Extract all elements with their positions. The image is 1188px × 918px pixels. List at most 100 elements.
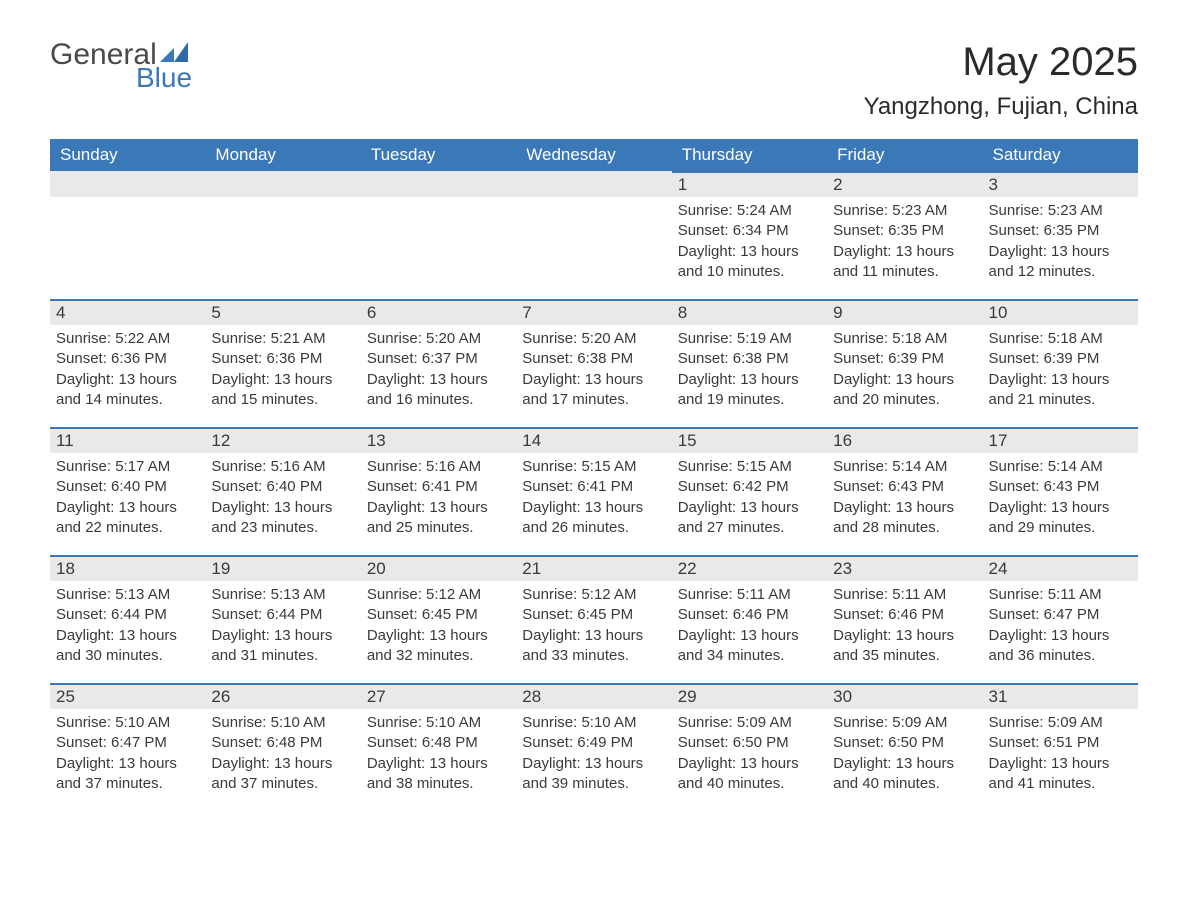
sunrise-line: Sunrise: 5:11 AM bbox=[678, 585, 823, 605]
sunset-line: Sunset: 6:36 PM bbox=[56, 349, 201, 369]
day-number: 18 bbox=[50, 555, 205, 581]
sunrise-line: Sunrise: 5:12 AM bbox=[522, 585, 667, 605]
day-cell: 2Sunrise: 5:23 AMSunset: 6:35 PMDaylight… bbox=[827, 171, 982, 299]
sunset-line: Sunset: 6:38 PM bbox=[678, 349, 823, 369]
day-number: 4 bbox=[50, 299, 205, 325]
week-row: 25Sunrise: 5:10 AMSunset: 6:47 PMDayligh… bbox=[50, 683, 1138, 811]
empty-cell bbox=[361, 171, 516, 299]
sunset-line: Sunset: 6:34 PM bbox=[678, 221, 823, 241]
daylight-line: Daylight: 13 hours and 40 minutes. bbox=[833, 754, 978, 795]
day-cell: 13Sunrise: 5:16 AMSunset: 6:41 PMDayligh… bbox=[361, 427, 516, 555]
daylight-line: Daylight: 13 hours and 27 minutes. bbox=[678, 498, 823, 539]
sunset-line: Sunset: 6:43 PM bbox=[833, 477, 978, 497]
weekday-row: SundayMondayTuesdayWednesdayThursdayFrid… bbox=[50, 139, 1138, 171]
day-body: Sunrise: 5:09 AMSunset: 6:50 PMDaylight:… bbox=[676, 713, 823, 794]
sunset-line: Sunset: 6:38 PM bbox=[522, 349, 667, 369]
daylight-line: Daylight: 13 hours and 14 minutes. bbox=[56, 370, 201, 411]
daylight-line: Daylight: 13 hours and 38 minutes. bbox=[367, 754, 512, 795]
sunset-line: Sunset: 6:47 PM bbox=[989, 605, 1134, 625]
day-body: Sunrise: 5:10 AMSunset: 6:49 PMDaylight:… bbox=[520, 713, 667, 794]
sunset-line: Sunset: 6:42 PM bbox=[678, 477, 823, 497]
sunrise-line: Sunrise: 5:10 AM bbox=[211, 713, 356, 733]
daylight-line: Daylight: 13 hours and 26 minutes. bbox=[522, 498, 667, 539]
daylight-line: Daylight: 13 hours and 32 minutes. bbox=[367, 626, 512, 667]
day-cell: 24Sunrise: 5:11 AMSunset: 6:47 PMDayligh… bbox=[983, 555, 1138, 683]
day-cell: 1Sunrise: 5:24 AMSunset: 6:34 PMDaylight… bbox=[672, 171, 827, 299]
day-cell: 9 Sunrise: 5:18 AMSunset: 6:39 PMDaylight… bbox=[827, 299, 982, 427]
daylight-line: Daylight: 13 hours and 28 minutes. bbox=[833, 498, 978, 539]
day-body: Sunrise: 5:19 AMSunset: 6:38 PMDaylight:… bbox=[676, 329, 823, 410]
sunrise-line: Sunrise: 5:15 AM bbox=[522, 457, 667, 477]
day-cell: 6 Sunrise: 5:20 AMSunset: 6:37 PMDaylight… bbox=[361, 299, 516, 427]
day-body: Sunrise: 5:09 AMSunset: 6:51 PMDaylight:… bbox=[987, 713, 1134, 794]
sunrise-line: Sunrise: 5:18 AM bbox=[833, 329, 978, 349]
sunrise-line: Sunrise: 5:10 AM bbox=[522, 713, 667, 733]
sunset-line: Sunset: 6:51 PM bbox=[989, 733, 1134, 753]
day-cell: 22Sunrise: 5:11 AMSunset: 6:46 PMDayligh… bbox=[672, 555, 827, 683]
brand-logo: General Blue bbox=[50, 40, 192, 92]
daylight-line: Daylight: 13 hours and 21 minutes. bbox=[989, 370, 1134, 411]
sunrise-line: Sunrise: 5:16 AM bbox=[211, 457, 356, 477]
week-row: 11Sunrise: 5:17 AMSunset: 6:40 PMDayligh… bbox=[50, 427, 1138, 555]
day-number: 26 bbox=[205, 683, 360, 709]
sunrise-line: Sunrise: 5:14 AM bbox=[989, 457, 1134, 477]
day-number: 9 bbox=[827, 299, 982, 325]
weeks-container: 1Sunrise: 5:24 AMSunset: 6:34 PMDaylight… bbox=[50, 171, 1138, 811]
day-body: Sunrise: 5:14 AMSunset: 6:43 PMDaylight:… bbox=[987, 457, 1134, 538]
day-cell: 8Sunrise: 5:19 AMSunset: 6:38 PMDaylight… bbox=[672, 299, 827, 427]
sunset-line: Sunset: 6:41 PM bbox=[367, 477, 512, 497]
sunrise-line: Sunrise: 5:15 AM bbox=[678, 457, 823, 477]
sunrise-line: Sunrise: 5:11 AM bbox=[833, 585, 978, 605]
day-cell: 3Sunrise: 5:23 AMSunset: 6:35 PMDaylight… bbox=[983, 171, 1138, 299]
sunrise-line: Sunrise: 5:24 AM bbox=[678, 201, 823, 221]
daylight-line: Daylight: 13 hours and 34 minutes. bbox=[678, 626, 823, 667]
day-body: Sunrise: 5:13 AMSunset: 6:44 PMDaylight:… bbox=[209, 585, 356, 666]
day-body: Sunrise: 5:10 AMSunset: 6:47 PMDaylight:… bbox=[54, 713, 201, 794]
sunset-line: Sunset: 6:39 PM bbox=[833, 349, 978, 369]
day-number: 29 bbox=[672, 683, 827, 709]
day-cell: 5Sunrise: 5:21 AMSunset: 6:36 PMDaylight… bbox=[205, 299, 360, 427]
empty-bar bbox=[361, 171, 516, 197]
brand-part2: Blue bbox=[136, 64, 192, 92]
weekday-saturday: Saturday bbox=[983, 139, 1138, 171]
sunset-line: Sunset: 6:37 PM bbox=[367, 349, 512, 369]
week-row: 18Sunrise: 5:13 AMSunset: 6:44 PMDayligh… bbox=[50, 555, 1138, 683]
weekday-wednesday: Wednesday bbox=[516, 139, 671, 171]
daylight-line: Daylight: 13 hours and 22 minutes. bbox=[56, 498, 201, 539]
location: Yangzhong, Fujian, China bbox=[864, 93, 1138, 121]
sunrise-line: Sunrise: 5:10 AM bbox=[56, 713, 201, 733]
sunrise-line: Sunrise: 5:16 AM bbox=[367, 457, 512, 477]
sunrise-line: Sunrise: 5:12 AM bbox=[367, 585, 512, 605]
daylight-line: Daylight: 13 hours and 12 minutes. bbox=[989, 242, 1134, 283]
day-number: 17 bbox=[983, 427, 1138, 453]
daylight-line: Daylight: 13 hours and 16 minutes. bbox=[367, 370, 512, 411]
sunrise-line: Sunrise: 5:14 AM bbox=[833, 457, 978, 477]
day-body: Sunrise: 5:12 AMSunset: 6:45 PMDaylight:… bbox=[365, 585, 512, 666]
day-cell: 31Sunrise: 5:09 AMSunset: 6:51 PMDayligh… bbox=[983, 683, 1138, 811]
daylight-line: Daylight: 13 hours and 20 minutes. bbox=[833, 370, 978, 411]
daylight-line: Daylight: 13 hours and 41 minutes. bbox=[989, 754, 1134, 795]
day-number: 13 bbox=[361, 427, 516, 453]
empty-bar bbox=[516, 171, 671, 197]
day-body: Sunrise: 5:11 AMSunset: 6:46 PMDaylight:… bbox=[831, 585, 978, 666]
daylight-line: Daylight: 13 hours and 10 minutes. bbox=[678, 242, 823, 283]
sunrise-line: Sunrise: 5:20 AM bbox=[367, 329, 512, 349]
sunset-line: Sunset: 6:40 PM bbox=[56, 477, 201, 497]
day-body: Sunrise: 5:13 AMSunset: 6:44 PMDaylight:… bbox=[54, 585, 201, 666]
day-number: 6 bbox=[361, 299, 516, 325]
day-body: Sunrise: 5:22 AMSunset: 6:36 PMDaylight:… bbox=[54, 329, 201, 410]
day-number: 5 bbox=[205, 299, 360, 325]
sunset-line: Sunset: 6:47 PM bbox=[56, 733, 201, 753]
sunrise-line: Sunrise: 5:23 AM bbox=[989, 201, 1134, 221]
day-cell: 15Sunrise: 5:15 AMSunset: 6:42 PMDayligh… bbox=[672, 427, 827, 555]
daylight-line: Daylight: 13 hours and 23 minutes. bbox=[211, 498, 356, 539]
sunrise-line: Sunrise: 5:09 AM bbox=[678, 713, 823, 733]
day-number: 10 bbox=[983, 299, 1138, 325]
daylight-line: Daylight: 13 hours and 15 minutes. bbox=[211, 370, 356, 411]
sunrise-line: Sunrise: 5:09 AM bbox=[989, 713, 1134, 733]
sunset-line: Sunset: 6:44 PM bbox=[211, 605, 356, 625]
day-cell: 30Sunrise: 5:09 AMSunset: 6:50 PMDayligh… bbox=[827, 683, 982, 811]
daylight-line: Daylight: 13 hours and 31 minutes. bbox=[211, 626, 356, 667]
day-number: 7 bbox=[516, 299, 671, 325]
day-cell: 21Sunrise: 5:12 AMSunset: 6:45 PMDayligh… bbox=[516, 555, 671, 683]
